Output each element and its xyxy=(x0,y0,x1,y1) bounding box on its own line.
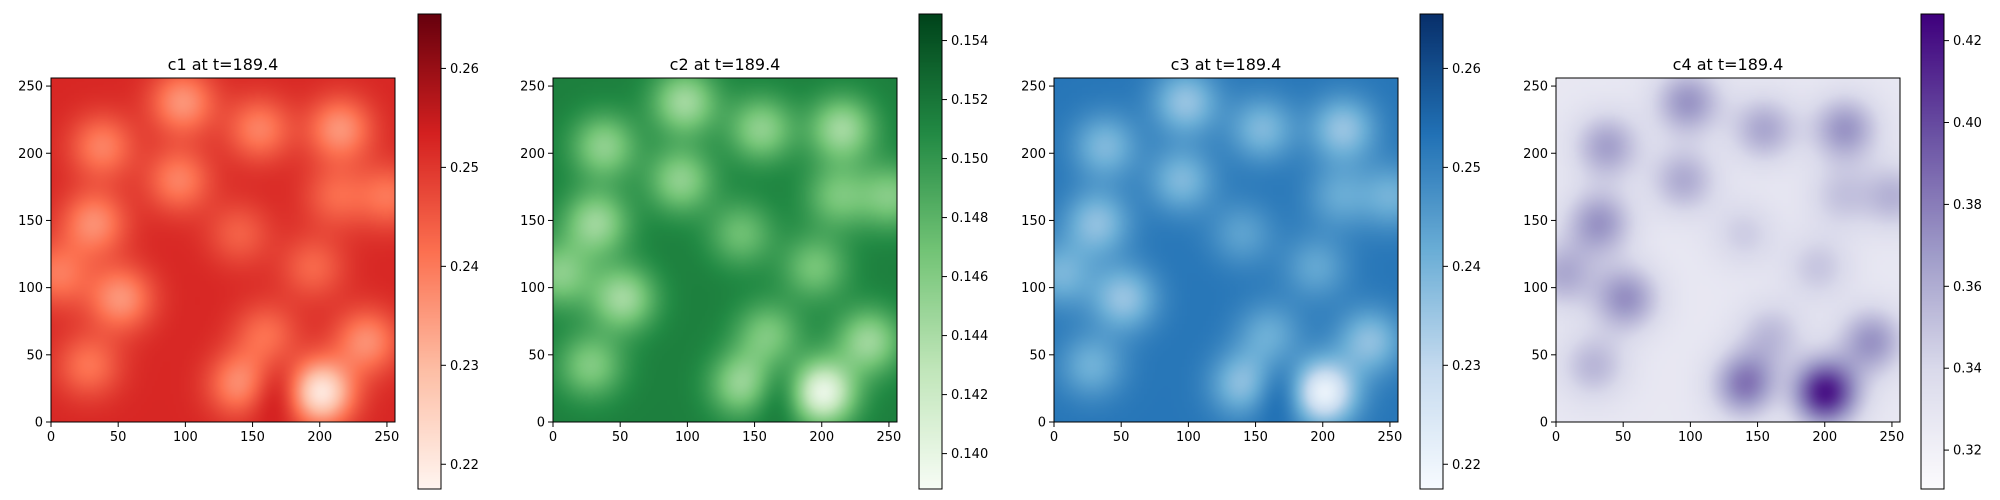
panel-1-ytick-label: 150 xyxy=(18,214,43,229)
panel-2-heatmap-image xyxy=(553,78,897,422)
panel-1-xtick-label: 50 xyxy=(110,430,127,445)
panel-4-colorbar-tick-label: 0.34 xyxy=(1953,362,1982,377)
panel-3-xtick-label: 150 xyxy=(1243,430,1268,445)
panel-2-title: c2 at t=189.4 xyxy=(670,55,781,74)
panel-2-colorbar-tick-label: 0.148 xyxy=(951,211,988,226)
panel-3-colorbar-tick-label: 0.25 xyxy=(1452,161,1481,176)
panel-1-xtick-label: 0 xyxy=(47,430,55,445)
panel-1-colorbar-tick-label: 0.23 xyxy=(450,359,479,374)
panel-1: c1 at t=189.4 0 50 100 150 200 250 0 50 100 150 200… xyxy=(18,13,479,490)
panel-3-ytick-label: 50 xyxy=(1029,348,1046,363)
panel-4-ytick-label: 50 xyxy=(1531,348,1548,363)
panel-1-colorbar-tick-label: 0.25 xyxy=(450,161,479,176)
panel-3: c3 at t=189.4 0 50 100 150 200 250 0 50 100 150 200… xyxy=(1021,13,1481,490)
panel-1-xtick-label: 100 xyxy=(173,430,198,445)
panel-2-colorbar-tick-label: 0.152 xyxy=(951,93,988,108)
panel-3-colorbar-tick-label: 0.24 xyxy=(1452,260,1481,275)
panel-2-xtick-label: 200 xyxy=(809,430,834,445)
panel-1-ytick-label: 50 xyxy=(26,348,43,363)
panel-4-title: c4 at t=189.4 xyxy=(1673,55,1784,74)
panel-3-ytick-label: 150 xyxy=(1021,214,1046,229)
panel-3-ytick-label: 250 xyxy=(1021,80,1046,95)
panel-2: c2 at t=189.4 0 50 100 150 200 250 0 50 100 150 200… xyxy=(520,13,988,490)
panel-3-colorbar-frame xyxy=(1419,13,1444,490)
panel-1-ytick-label: 250 xyxy=(18,80,43,95)
panel-1-ytick-label: 0 xyxy=(35,416,43,431)
panel-4-colorbar-tick-label: 0.32 xyxy=(1953,444,1982,459)
panel-1-xtick-label: 200 xyxy=(307,430,332,445)
panel-1-xtick-label: 150 xyxy=(240,430,265,445)
panel-3-xtick-label: 250 xyxy=(1378,430,1403,445)
panel-2-colorbar-tick-label: 0.140 xyxy=(951,447,988,462)
panel-3-xtick-label: 100 xyxy=(1176,430,1201,445)
panel-2-ytick-label: 150 xyxy=(520,214,545,229)
panel-2-ytick-label: 250 xyxy=(520,80,545,95)
panel-1-heatmap-image xyxy=(51,78,395,422)
panel-4-ytick-label: 0 xyxy=(1540,416,1548,431)
panel-1-xtick-label: 250 xyxy=(375,430,400,445)
panel-1-title: c1 at t=189.4 xyxy=(168,55,279,74)
panel-2-axes-frame xyxy=(552,77,898,423)
panel-4-colorbar-tick-label: 0.42 xyxy=(1953,34,1982,49)
panel-4-xtick-label: 150 xyxy=(1745,430,1770,445)
panel-3-ytick-label: 0 xyxy=(1038,416,1046,431)
panel-1-axes-frame xyxy=(50,77,396,423)
panel-1-colorbar-tick-label: 0.22 xyxy=(450,458,479,473)
panel-3-colorbar-tick-label: 0.22 xyxy=(1452,458,1481,473)
panel-3-xtick-label: 200 xyxy=(1310,430,1335,445)
panel-2-colorbar-frame xyxy=(918,13,943,490)
panel-2-ytick-label: 200 xyxy=(520,147,545,162)
panel-2-ytick-label: 0 xyxy=(537,416,545,431)
panel-2-xtick-label: 0 xyxy=(549,430,557,445)
panel-3-title: c3 at t=189.4 xyxy=(1171,55,1282,74)
panel-4: c4 at t=189.4 0 50 100 150 200 250 0 50 100 150 200… xyxy=(1523,13,1982,490)
panel-2-xtick-label: 250 xyxy=(877,430,902,445)
panel-4-colorbar-tick-label: 0.38 xyxy=(1953,198,1982,213)
panel-3-ytick-label: 200 xyxy=(1021,147,1046,162)
panel-2-colorbar-tick-label: 0.154 xyxy=(951,34,988,49)
panel-4-colorbar-tick-label: 0.36 xyxy=(1953,280,1982,295)
panel-4-colorbar-frame xyxy=(1920,13,1945,490)
panel-4-xtick-label: 250 xyxy=(1880,430,1905,445)
panel-3-xtick-label: 0 xyxy=(1050,430,1058,445)
panel-3-colorbar-tick-label: 0.23 xyxy=(1452,359,1481,374)
panel-1-colorbar-frame xyxy=(417,13,442,490)
panel-4-xtick-label: 50 xyxy=(1615,430,1632,445)
panel-3-axes-frame xyxy=(1053,77,1399,423)
panel-4-ytick-label: 250 xyxy=(1523,80,1548,95)
panel-4-colorbar xyxy=(1921,14,1944,489)
panel-2-xtick-label: 100 xyxy=(675,430,700,445)
panel-2-colorbar xyxy=(919,14,942,489)
panel-4-ytick-label: 100 xyxy=(1523,281,1548,296)
panel-4-xtick-label: 0 xyxy=(1552,430,1560,445)
panel-4-xtick-label: 200 xyxy=(1812,430,1837,445)
panel-2-colorbar-tick-label: 0.146 xyxy=(951,270,988,285)
panel-3-heatmap-image xyxy=(1054,78,1398,422)
panel-2-xtick-label: 50 xyxy=(612,430,629,445)
panel-4-ytick-label: 150 xyxy=(1523,214,1548,229)
panel-2-xtick-label: 150 xyxy=(742,430,767,445)
panel-2-colorbar-tick-label: 0.144 xyxy=(951,329,988,344)
panel-4-ytick-label: 200 xyxy=(1523,147,1548,162)
panel-2-colorbar-tick-label: 0.142 xyxy=(951,388,988,403)
panel-1-colorbar xyxy=(418,14,441,489)
panel-1-ytick-label: 100 xyxy=(18,281,43,296)
panel-3-colorbar-tick-label: 0.26 xyxy=(1452,62,1481,77)
panel-4-axes-frame xyxy=(1555,77,1901,423)
panel-1-colorbar-tick-label: 0.26 xyxy=(450,62,479,77)
panel-2-ytick-label: 50 xyxy=(528,348,545,363)
panel-3-colorbar xyxy=(1420,14,1443,489)
panel-3-xtick-label: 50 xyxy=(1113,430,1130,445)
panel-4-xtick-label: 100 xyxy=(1678,430,1703,445)
panel-2-ytick-label: 100 xyxy=(520,281,545,296)
panel-1-colorbar-tick-label: 0.24 xyxy=(450,260,479,275)
panel-4-heatmap-image xyxy=(1556,78,1900,422)
panel-3-ytick-label: 100 xyxy=(1021,281,1046,296)
panel-4-colorbar-tick-label: 0.40 xyxy=(1953,116,1982,131)
panel-2-colorbar-tick-label: 0.150 xyxy=(951,152,988,167)
panel-1-ytick-label: 200 xyxy=(18,147,43,162)
